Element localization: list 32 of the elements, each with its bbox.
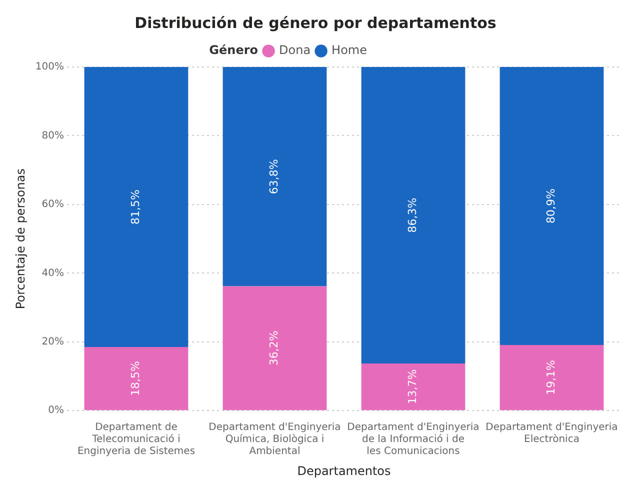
data-label: 19,1% xyxy=(544,360,558,396)
chart-title: Distribución de género por departamentos xyxy=(134,14,496,32)
bar xyxy=(84,67,188,348)
data-label: 86,3% xyxy=(406,198,420,233)
y-tick-label: 80% xyxy=(42,130,64,142)
bar xyxy=(361,364,466,410)
y-tick-label: 0% xyxy=(48,405,64,416)
data-label: 63,8% xyxy=(268,159,281,194)
legend-label: Dona xyxy=(279,43,311,58)
y-tick-label: 20% xyxy=(42,336,64,348)
data-label: 36,2% xyxy=(268,330,281,366)
data-label: 13,7% xyxy=(406,369,420,404)
y-tick-label: 100% xyxy=(35,62,64,73)
data-label: 81,5% xyxy=(129,190,142,224)
legend-title: Género xyxy=(209,43,258,58)
bar xyxy=(222,67,327,286)
data-label: 18,5% xyxy=(129,361,142,396)
bar xyxy=(361,67,466,364)
x-tick-label: Departament d'Enginyeria Química, Biològica i Ambiental xyxy=(208,422,341,458)
x-tick-label: Departament d'Enginyeria de la Informació i de les Comunicacions xyxy=(347,422,480,458)
bar xyxy=(222,286,327,410)
y-axis-title: Porcentaje de personas xyxy=(13,168,28,310)
data-label: 80,9% xyxy=(544,188,558,224)
bar xyxy=(500,344,604,410)
y-tick-label: 60% xyxy=(42,199,64,210)
x-tick-label: Departament d'Enginyeria Electrònica xyxy=(486,422,618,446)
legend-label: Home xyxy=(332,43,367,58)
x-tick-label: Departament de Telecomunicació i Enginyeria de Sistemes xyxy=(77,422,196,458)
y-tick-label: 40% xyxy=(42,268,64,279)
bar xyxy=(500,67,604,345)
bar xyxy=(84,347,188,410)
x-axis-title: Departamentos xyxy=(297,464,391,478)
